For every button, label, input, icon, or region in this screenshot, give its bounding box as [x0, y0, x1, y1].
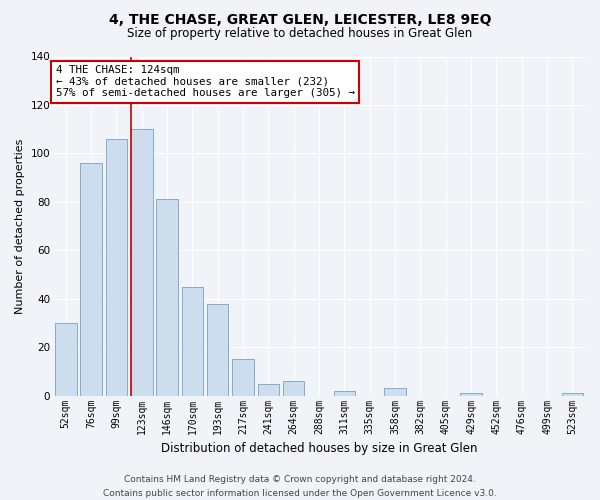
Text: Contains HM Land Registry data © Crown copyright and database right 2024.
Contai: Contains HM Land Registry data © Crown c… [103, 476, 497, 498]
Bar [207, 304, 229, 396]
Y-axis label: Number of detached properties: Number of detached properties [15, 138, 25, 314]
Bar [384, 388, 406, 396]
X-axis label: Distribution of detached houses by size in Great Glen: Distribution of detached houses by size … [161, 442, 477, 455]
Bar [80, 163, 102, 396]
Text: 4 THE CHASE: 124sqm
← 43% of detached houses are smaller (232)
57% of semi-detac: 4 THE CHASE: 124sqm ← 43% of detached ho… [56, 65, 355, 98]
Bar [131, 129, 152, 396]
Bar [157, 200, 178, 396]
Bar [562, 393, 583, 396]
Bar [232, 360, 254, 396]
Bar [55, 323, 77, 396]
Bar [460, 393, 482, 396]
Bar [182, 286, 203, 396]
Bar [106, 139, 127, 396]
Text: 4, THE CHASE, GREAT GLEN, LEICESTER, LE8 9EQ: 4, THE CHASE, GREAT GLEN, LEICESTER, LE8… [109, 12, 491, 26]
Bar [334, 391, 355, 396]
Bar [257, 384, 279, 396]
Text: Size of property relative to detached houses in Great Glen: Size of property relative to detached ho… [127, 28, 473, 40]
Bar [283, 381, 304, 396]
